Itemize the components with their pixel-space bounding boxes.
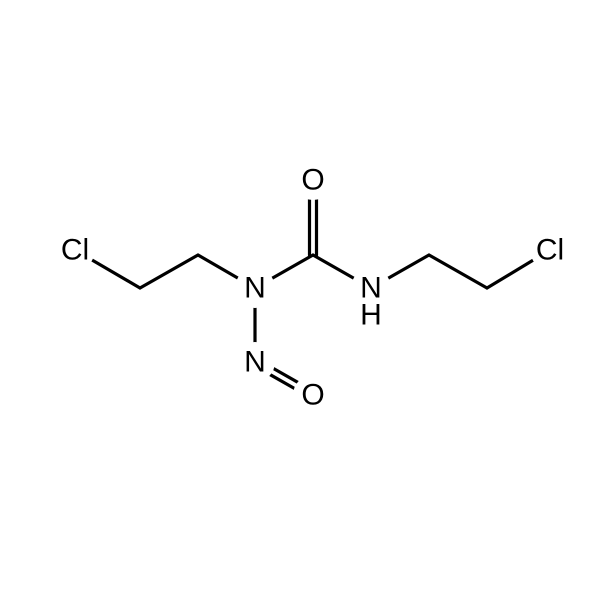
- bond-line: [268, 373, 296, 389]
- bond-line: [313, 255, 356, 280]
- atom-label-Cl1: Cl: [61, 234, 89, 267]
- bond-line: [429, 255, 487, 288]
- atom-sublabel-N2: H: [360, 299, 382, 332]
- bond-line: [270, 255, 313, 280]
- chemical-structure-diagram: ClNONHClNO: [0, 0, 600, 600]
- atom-label-Cl2: Cl: [536, 234, 564, 267]
- bond-line: [140, 255, 198, 288]
- bonds-group: [90, 197, 536, 390]
- atom-label-N1: N: [244, 272, 266, 305]
- atom-label-O1: O: [301, 164, 324, 197]
- bond-line: [198, 255, 240, 279]
- atom-label-O2: O: [301, 379, 324, 412]
- bond-line: [272, 367, 300, 383]
- bond-line: [487, 259, 535, 288]
- bond-line: [90, 259, 140, 288]
- atom-label-N3: N: [244, 346, 266, 379]
- atom-halo-group: [55, 160, 570, 415]
- bond-line: [386, 255, 429, 280]
